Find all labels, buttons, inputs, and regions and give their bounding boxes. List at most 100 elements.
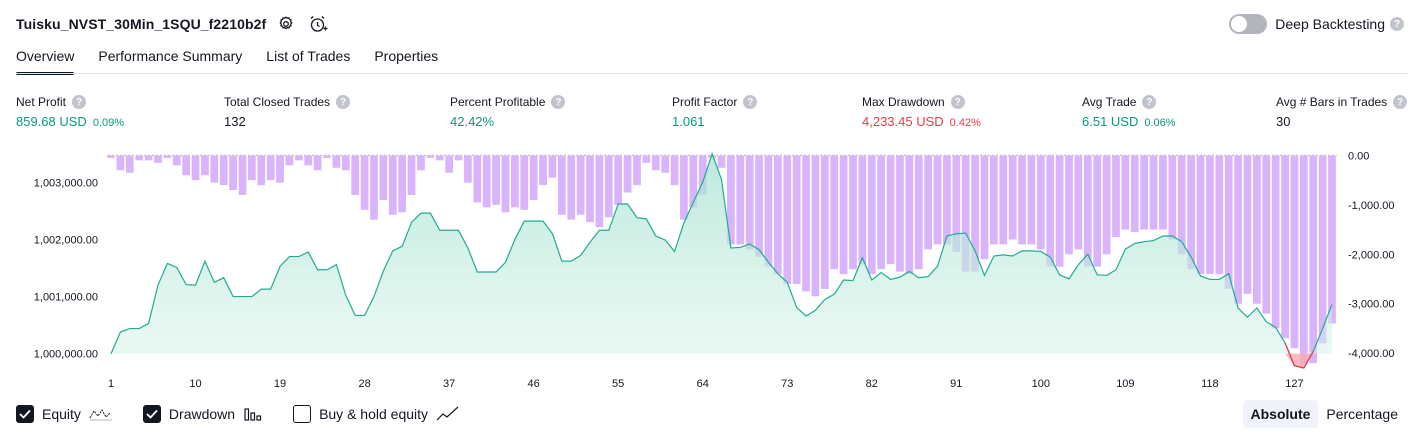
buy-hold-checkbox[interactable] xyxy=(293,405,312,423)
drawdown-bar xyxy=(952,155,961,252)
equity-line-loss-segment xyxy=(1284,342,1295,366)
drawdown-bar xyxy=(1234,155,1242,304)
legend-label: Equity xyxy=(42,406,81,422)
legend-label: Drawdown xyxy=(168,406,236,422)
help-icon[interactable]: ? xyxy=(1142,95,1157,109)
tabs-divider xyxy=(16,73,1408,74)
drawdown-bar xyxy=(1159,155,1167,230)
drawdown-bar xyxy=(614,155,623,205)
metric-value: 6.51 USD xyxy=(1082,114,1139,129)
alarm-clock-plus-icon[interactable] xyxy=(306,12,330,36)
drawdown-bar xyxy=(999,155,1008,245)
drawdown-bar xyxy=(135,155,144,161)
tab-properties[interactable]: Properties xyxy=(374,48,439,64)
drawdown-bar xyxy=(1008,155,1017,240)
drawdown-bar xyxy=(1055,155,1064,267)
tab-performance-summary[interactable]: Performance Summary xyxy=(98,48,243,64)
metric-total-closed-trades: Total Closed Trades ? 132 xyxy=(224,94,351,130)
drawdown-bar xyxy=(360,155,369,210)
x-tick-label: 118 xyxy=(1201,378,1219,390)
left-tick-label: 1,003,000.00 xyxy=(34,177,98,189)
drawdown-checkbox[interactable] xyxy=(142,405,161,423)
left-price-axis: 1,000,000.00 1,001,000.00 1,002,000.00 1,00… xyxy=(34,177,98,360)
drawdown-bar xyxy=(727,155,735,245)
deep-backtesting-label: Deep Backtesting xyxy=(1275,16,1385,32)
equity-checkbox[interactable] xyxy=(16,405,34,423)
drawdown-bars-icon xyxy=(243,406,263,422)
drawdown-bar xyxy=(341,155,350,171)
drawdown-bar xyxy=(905,155,914,275)
drawdown-bar xyxy=(595,155,604,228)
x-tick-label: 127 xyxy=(1285,378,1303,390)
legend-drawdown[interactable]: Drawdown xyxy=(142,405,263,423)
right-tick-label: 0.00 xyxy=(1348,150,1369,162)
drawdown-bar xyxy=(1271,155,1280,329)
percentage-button[interactable]: Percentage xyxy=(1326,406,1398,422)
absolute-button[interactable]: Absolute xyxy=(1242,400,1319,428)
drawdown-bar xyxy=(304,155,313,166)
gear-icon[interactable] xyxy=(274,12,298,36)
equity-area-fill xyxy=(111,153,1332,354)
x-tick-label: 64 xyxy=(697,378,709,390)
drawdown-bar xyxy=(633,155,641,186)
trade-number-axis: 1 10 19 28 37 46 55 64 73 82 91 100 109 118 127 xyxy=(108,378,1304,390)
drawdown-bar xyxy=(1093,155,1102,267)
drawdown-bar xyxy=(1074,155,1083,250)
drawdown-bar xyxy=(1018,155,1026,245)
drawdown-bar xyxy=(154,155,162,163)
tab-list-of-trades[interactable]: List of Trades xyxy=(266,48,351,64)
x-tick-label: 19 xyxy=(274,378,286,390)
equity-drawdown-chart[interactable]: 1,000,000.00 1,001,000.00 1,002,000.00 1,00… xyxy=(0,140,1424,392)
metric-value: 859.68 USD xyxy=(16,114,87,129)
drawdown-bar xyxy=(398,155,407,213)
drawdown-bars xyxy=(107,154,1337,365)
drawdown-bar xyxy=(285,155,294,166)
metric-percent: 0.09% xyxy=(92,117,125,129)
drawdown-bar xyxy=(980,155,989,260)
right-tick-label: -1,000.00 xyxy=(1348,200,1394,212)
legend-equity[interactable]: Equity xyxy=(16,405,113,423)
drawdown-bar xyxy=(323,155,331,158)
drawdown-bar xyxy=(257,155,266,186)
drawdown-bar xyxy=(1196,155,1205,275)
legend-label: Buy & hold equity xyxy=(319,406,429,422)
toggle-knob xyxy=(1231,16,1248,32)
help-icon[interactable]: ? xyxy=(950,95,965,109)
drawdown-bar xyxy=(182,155,190,176)
tab-overview[interactable]: Overview xyxy=(16,48,75,75)
drawdown-bar xyxy=(144,155,153,161)
help-icon[interactable]: ? xyxy=(1390,17,1404,31)
drawdown-bar xyxy=(473,155,482,203)
x-tick-label: 91 xyxy=(950,378,962,390)
drawdown-bar xyxy=(492,155,500,205)
drawdown-bar xyxy=(745,155,754,250)
drawdown-bar xyxy=(248,155,256,181)
drawdown-bar xyxy=(294,155,303,161)
drawdown-bar xyxy=(445,155,453,173)
right-drawdown-axis: 0.00 -1,000.00 -2,000.00 -3,000.00 -4,000.00 xyxy=(1348,150,1394,360)
drawdown-bar xyxy=(736,155,745,245)
metric-label: Max Drawdown xyxy=(862,95,945,109)
drawdown-bar xyxy=(1130,155,1139,233)
x-tick-label: 37 xyxy=(443,378,455,390)
help-icon[interactable]: ? xyxy=(1393,95,1408,109)
help-icon[interactable]: ? xyxy=(551,95,566,109)
legend-buy-hold-equity[interactable]: Buy & hold equity xyxy=(293,405,460,423)
metric-profit-factor: Profit Factor ? 1.061 xyxy=(672,94,758,130)
drawdown-bar xyxy=(849,155,857,270)
right-tick-label: -2,000.00 xyxy=(1348,249,1394,261)
drawdown-bar xyxy=(1102,155,1111,255)
drawdown-bar xyxy=(266,155,275,181)
drawdown-bar xyxy=(1206,155,1214,275)
drawdown-bar xyxy=(482,155,491,208)
help-icon[interactable]: ? xyxy=(72,95,87,109)
help-icon[interactable]: ? xyxy=(743,95,758,109)
drawdown-bar xyxy=(107,155,115,158)
drawdown-bar xyxy=(201,155,209,176)
metric-label: Percent Profitable xyxy=(450,95,546,109)
drawdown-bar xyxy=(219,155,228,186)
x-tick-label: 1 xyxy=(108,378,114,390)
deep-backtesting-toggle[interactable] xyxy=(1229,14,1268,34)
help-icon[interactable]: ? xyxy=(336,95,351,109)
drawdown-bar xyxy=(811,155,820,297)
